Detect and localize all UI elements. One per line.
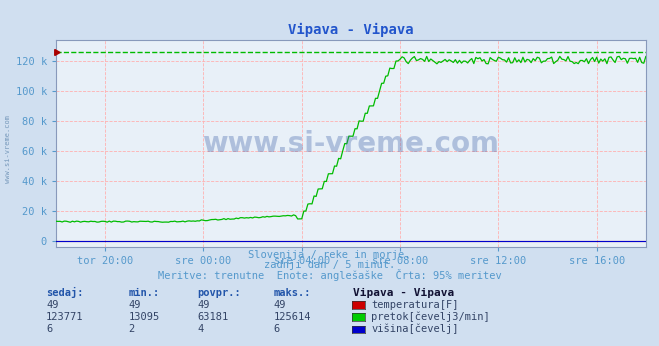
Text: 49: 49	[46, 300, 59, 310]
Text: temperatura[F]: temperatura[F]	[371, 300, 459, 310]
Text: 63181: 63181	[198, 312, 229, 322]
Text: min.:: min.:	[129, 288, 159, 298]
Text: zadnji dan / 5 minut.: zadnji dan / 5 minut.	[264, 260, 395, 270]
Text: Vipava - Vipava: Vipava - Vipava	[353, 288, 454, 298]
Text: višina[čevelj]: višina[čevelj]	[371, 324, 459, 334]
Text: www.si-vreme.com: www.si-vreme.com	[5, 115, 11, 183]
Text: sedaj:: sedaj:	[46, 287, 84, 298]
Text: maks.:: maks.:	[273, 288, 311, 298]
Text: Slovenija / reke in morje.: Slovenija / reke in morje.	[248, 250, 411, 260]
Text: 4: 4	[198, 324, 204, 334]
Text: 123771: 123771	[46, 312, 84, 322]
Text: pretok[čevelj3/min]: pretok[čevelj3/min]	[371, 311, 490, 322]
Text: Meritve: trenutne  Enote: anglešaške  Črta: 95% meritev: Meritve: trenutne Enote: anglešaške Črta…	[158, 268, 501, 281]
Text: 6: 6	[273, 324, 279, 334]
Text: 49: 49	[273, 300, 286, 310]
Text: www.si-vreme.com: www.si-vreme.com	[202, 130, 500, 157]
Text: 49: 49	[198, 300, 210, 310]
Text: 6: 6	[46, 324, 52, 334]
Text: 125614: 125614	[273, 312, 311, 322]
Title: Vipava - Vipava: Vipava - Vipava	[288, 23, 414, 37]
Text: 13095: 13095	[129, 312, 159, 322]
Text: 49: 49	[129, 300, 141, 310]
Text: 2: 2	[129, 324, 134, 334]
Text: povpr.:: povpr.:	[198, 288, 241, 298]
